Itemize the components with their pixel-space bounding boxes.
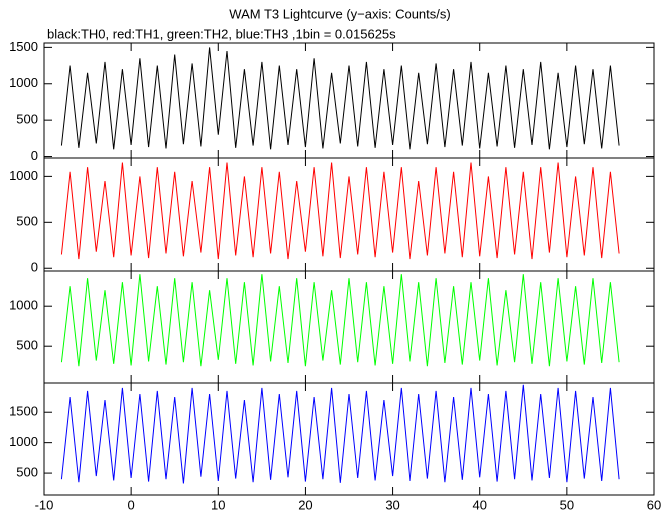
lightcurve <box>60 47 620 150</box>
chart-title: WAM T3 Lightcurve (y−axis: Counts/s) <box>229 6 450 21</box>
panel-data <box>60 47 620 150</box>
y-tick-label: 0 <box>31 148 38 163</box>
y-tick-label: 1500 <box>9 39 38 54</box>
lightcurve <box>60 162 620 260</box>
panel-data <box>60 274 620 367</box>
y-tick-label: 1000 <box>9 75 38 90</box>
chart-subtitle: black:TH0, red:TH1, green:TH2, blue:TH3 … <box>47 26 396 41</box>
y-tick-label: 1000 <box>9 434 38 449</box>
y-tick-label: 500 <box>16 338 38 353</box>
panel-data <box>60 162 620 260</box>
x-tick-label: 10 <box>211 497 225 512</box>
panel-data <box>60 384 620 484</box>
x-tick-label: 60 <box>647 497 661 512</box>
y-tick-label: 500 <box>16 112 38 127</box>
y-tick-label: 500 <box>16 214 38 229</box>
y-tick-label: 1000 <box>9 168 38 183</box>
x-tick-label: 50 <box>560 497 574 512</box>
lightcurve <box>60 384 620 484</box>
y-tick-label: 1500 <box>9 404 38 419</box>
y-tick-label: 500 <box>16 465 38 480</box>
x-tick-label: 0 <box>128 497 135 512</box>
panel-frame <box>43 382 655 496</box>
lightcurve <box>60 274 620 367</box>
x-tick-label: -10 <box>35 497 54 512</box>
y-tick-label: 0 <box>31 260 38 275</box>
y-tick-label: 1000 <box>9 298 38 313</box>
x-tick-label: 40 <box>472 497 486 512</box>
x-tick-label: 20 <box>298 497 312 512</box>
x-tick-label: 30 <box>385 497 399 512</box>
panel-frame <box>43 270 655 384</box>
